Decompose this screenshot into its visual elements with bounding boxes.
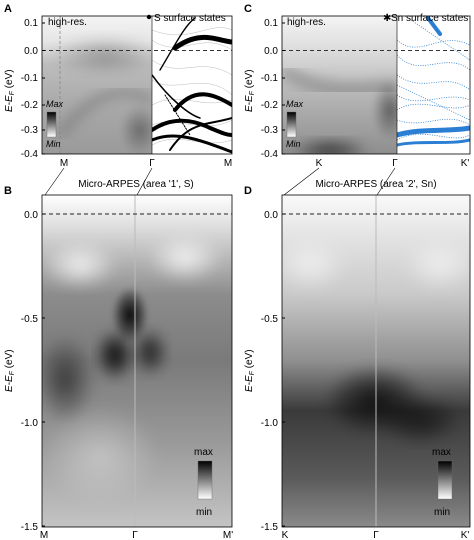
x-tick-label: M' (223, 530, 233, 540)
panel-title: high-res. (287, 17, 326, 28)
plot-frame (281, 194, 471, 528)
panel-d: D 0.0 -0.5 -1.0 -1.5 E-EF (eV) K Γ K' Mi… (244, 179, 471, 540)
zoom-connector (136, 167, 153, 196)
y-tick-label: -0.2 (21, 100, 39, 111)
colorbar-min-label: Min (286, 139, 301, 149)
zoom-connector (44, 167, 65, 196)
y-tick-label: -1.0 (21, 418, 39, 429)
colorbar-max-label: Max (46, 99, 64, 109)
colorbar (46, 111, 57, 138)
y-tick-label: -0.5 (261, 314, 279, 325)
colorbar-max-label: max (432, 447, 451, 458)
y-tick-label: 0.0 (24, 210, 38, 221)
legend-marker: ✱ (383, 13, 391, 24)
panel-title: Micro-ARPES (area '1', S) (78, 179, 194, 190)
y-tick-label: -0.3 (261, 125, 279, 136)
x-tick-label: Γ (132, 530, 138, 540)
y-tick-label: -1.0 (261, 418, 279, 429)
y-axis-label: E-EF (eV) (244, 69, 256, 112)
plot-frame (41, 194, 233, 528)
y-tick-label: 0.1 (24, 18, 38, 29)
y-tick-label: -0.2 (261, 100, 279, 111)
panel-label: C (244, 3, 252, 15)
x-tick-label: Γ (373, 530, 379, 540)
zoom-connector (376, 167, 396, 196)
y-tick-label: -0.4 (21, 149, 39, 160)
y-axis-label: E-EF (eV) (244, 349, 256, 392)
y-tick-label: 0.0 (264, 210, 278, 221)
panel-title: Micro-ARPES (area '2', Sn) (315, 179, 436, 190)
y-tick-label: -0.5 (21, 314, 39, 325)
legend-label: S surface states (154, 13, 226, 24)
plot-frame (281, 15, 471, 155)
colorbar-max-label: max (194, 447, 213, 458)
legend-marker (146, 14, 152, 20)
x-tick-label: Γ (149, 158, 155, 169)
y-tick-label: 0.1 (264, 18, 278, 29)
panel-a: A (4, 3, 233, 196)
y-axis: 0.1 0.0 -0.1 -0.2 -0.3 -0.4 (261, 18, 285, 160)
y-axis: 0.0 -0.5 -1.0 -1.5 (261, 210, 285, 533)
y-tick-label: -0.1 (21, 73, 39, 84)
y-tick-label: -0.1 (261, 73, 279, 84)
y-tick-label: 0.0 (24, 46, 38, 57)
colorbar-max-label: Max (286, 99, 304, 109)
y-axis-label: E-EF (eV) (4, 349, 16, 392)
y-tick-label: -1.5 (261, 522, 279, 533)
y-tick-label: -0.3 (21, 125, 39, 136)
panel-c: C (244, 3, 471, 196)
x-tick-label: K' (461, 158, 470, 169)
calculation-panel (397, 16, 470, 154)
legend-label: Sn surface states (391, 13, 468, 24)
x-tick-label: K' (461, 530, 470, 540)
y-axis-label: E-EF (eV) (4, 69, 16, 112)
x-tick-label: M (60, 158, 68, 169)
colorbar-min-label: min (434, 507, 450, 518)
panel-label: A (4, 3, 12, 15)
y-tick-label: -1.5 (21, 522, 39, 533)
arpes-image (282, 16, 397, 154)
panel-b: B 0.0 -0.5 -1.0 -1.5 E-EF (eV) M (4, 179, 233, 540)
panel-title: high-res. (48, 17, 87, 28)
colorbar (286, 111, 297, 138)
y-axis: 0.1 0.0 -0.1 -0.2 -0.3 -0.4 (21, 18, 45, 160)
colorbar (437, 460, 453, 500)
calculation-panel (152, 16, 232, 154)
x-tick-label: M (224, 158, 232, 169)
x-tick-label: M (40, 530, 48, 540)
plot-frame (41, 15, 233, 155)
x-tick-label: K (316, 158, 323, 169)
panel-label: B (4, 185, 12, 197)
x-tick-label: K (282, 530, 289, 540)
colorbar (197, 460, 213, 500)
y-tick-label: 0.0 (264, 46, 278, 57)
panel-label: D (244, 185, 252, 197)
y-axis: 0.0 -0.5 -1.0 -1.5 (21, 210, 45, 533)
x-tick-label: Γ (392, 158, 398, 169)
y-tick-label: -0.4 (261, 149, 279, 160)
zoom-connector (283, 167, 320, 196)
colorbar-min-label: min (196, 507, 212, 518)
colorbar-min-label: Min (46, 139, 61, 149)
